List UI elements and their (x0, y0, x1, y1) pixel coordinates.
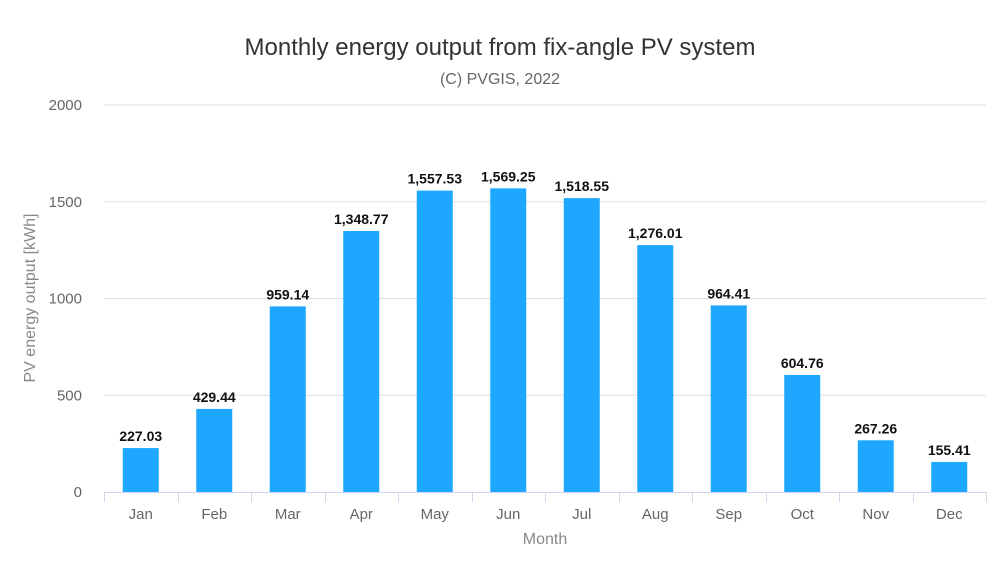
x-tick-label: Nov (862, 506, 889, 523)
x-tick-label: Oct (791, 506, 815, 523)
x-tick-label: Feb (201, 506, 227, 523)
bar-may (416, 190, 453, 492)
x-tick-label: Sep (715, 506, 742, 523)
gridlines (104, 104, 986, 396)
y-tick-label: 0 (74, 484, 82, 501)
y-axis-title: PV energy output [kWh] (22, 214, 39, 383)
data-label: 1,348.77 (334, 211, 389, 227)
x-tick-label: Aug (642, 506, 669, 523)
bar-dec (931, 461, 968, 492)
data-label: 959.14 (266, 286, 309, 302)
bar-sep (710, 305, 747, 492)
data-label: 429.44 (193, 389, 236, 405)
data-label: 1,557.53 (408, 171, 463, 187)
y-tick-label: 1000 (49, 291, 82, 308)
x-tick-label: Apr (350, 506, 373, 523)
y-tick-label: 1500 (49, 194, 82, 211)
x-axis: Jan Feb Mar Apr May Jun Jul Aug Sep Oct Nov Dec (104, 492, 987, 523)
chart-subtitle: (C) PVGIS, 2022 (440, 71, 560, 88)
x-tick-label: Jan (129, 506, 153, 523)
data-label: 1,518.55 (555, 178, 610, 194)
data-label: 267.26 (854, 420, 897, 436)
data-label: 1,276.01 (628, 225, 683, 241)
bar-nov (857, 440, 894, 492)
bar-aug (637, 245, 674, 492)
bar-jul (563, 198, 600, 492)
x-tick-label: Mar (275, 506, 301, 523)
bar-feb (196, 408, 233, 492)
x-tick-label: May (421, 506, 450, 523)
data-labels: 227.03 429.44 959.14 1,348.77 1,557.53 1,569.… (119, 168, 971, 458)
bar-oct (784, 374, 821, 492)
bars (122, 188, 968, 492)
chart-title: Monthly energy output from fix-angle PV … (245, 34, 756, 61)
data-label: 604.76 (781, 355, 824, 371)
x-tick-label: Dec (936, 506, 963, 523)
y-axis-ticks: 0 500 1000 1500 2000 (49, 97, 82, 501)
x-axis-title: Month (523, 531, 567, 548)
data-label: 227.03 (119, 428, 162, 444)
data-label: 1,569.25 (481, 168, 536, 184)
y-tick-label: 500 (57, 387, 82, 404)
bar-jun (490, 188, 527, 492)
bar-jan (122, 448, 159, 492)
bar-mar (269, 306, 306, 492)
data-label: 155.41 (928, 442, 971, 458)
bar-apr (343, 231, 380, 492)
x-tick-label: Jun (496, 506, 520, 523)
data-label: 964.41 (707, 285, 750, 301)
x-tick-label: Jul (572, 506, 591, 523)
y-tick-label: 2000 (49, 97, 82, 114)
